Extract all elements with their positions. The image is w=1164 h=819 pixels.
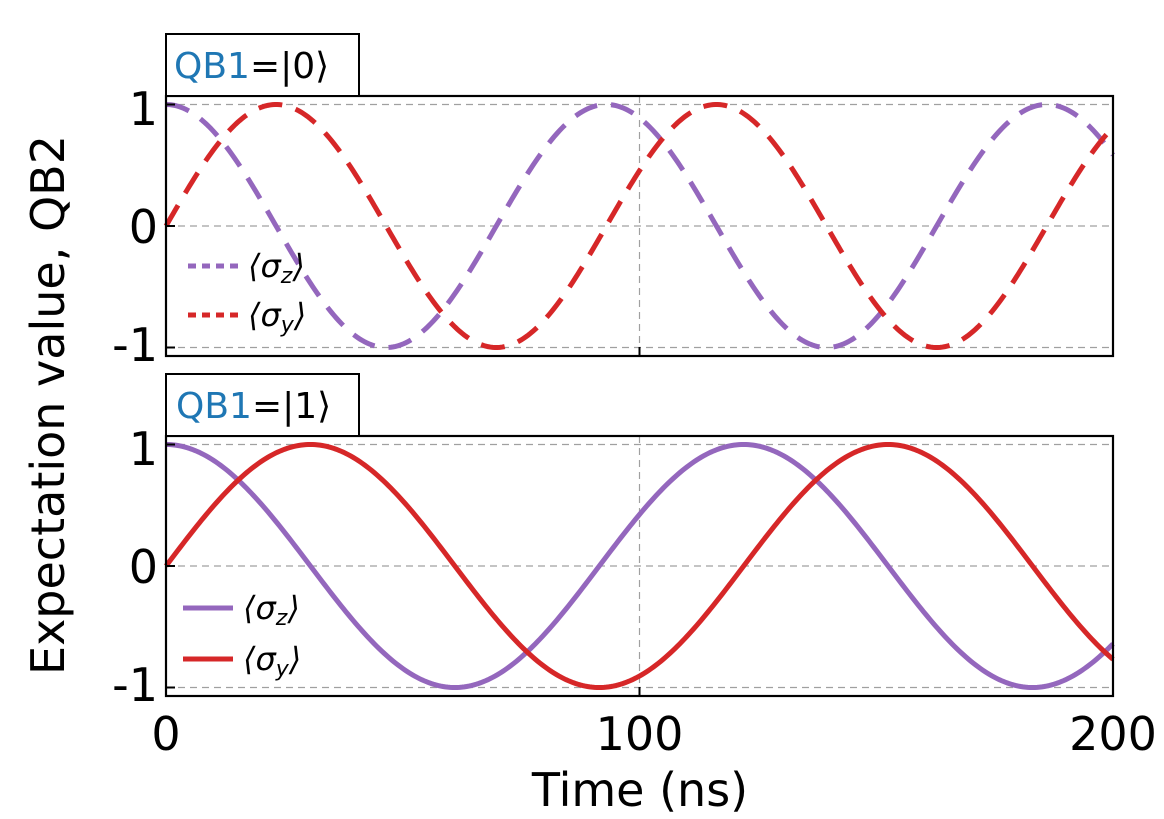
bottom-series [164,441,1115,691]
bottom-state-tag: QB1=|1⟩ [165,373,360,437]
top-ytick-label: -1 [112,318,158,372]
bottom-tag-state: =|1⟩ [252,386,331,427]
bottom-series-sigma-z [165,441,1115,691]
top-legend: ⟨σz⟩ ⟨σy⟩ [188,247,306,338]
svg-text:QB1=|0⟩: QB1=|0⟩ [174,46,329,87]
xtick-label: 100 [596,707,684,761]
top-legend-label-sigma-y: ⟨σy⟩ [248,296,306,338]
bottom-series-sigma-y [164,441,1115,691]
top-ytick-label: 0 [129,200,158,254]
top-series-sigma-y [163,102,1115,350]
top-grid [166,96,1113,356]
top-panel: 1 0 -1 QB1=|0⟩ ⟨σz⟩ ⟨σy⟩ [112,33,1116,372]
top-ytick-label: 1 [129,82,158,136]
top-legend-label-sigma-z: ⟨σz⟩ [248,247,305,289]
bottom-tag-qb: QB1 [176,386,252,427]
top-state-tag: QB1=|0⟩ [165,33,360,97]
svg-text:QB1=|1⟩: QB1=|1⟩ [176,386,331,427]
bottom-ticks [165,443,1114,696]
top-ticks [165,103,1114,356]
bottom-panel: 1 0 -1 0 100 200 QB1=|1⟩ ⟨σz⟩ ⟨σy⟩ [112,373,1157,761]
top-series [163,101,1116,351]
bottom-legend-label-sigma-y: ⟨σy⟩ [243,640,301,682]
bottom-ytick-label: -1 [112,658,158,712]
bottom-legend-label-sigma-z: ⟨σz⟩ [243,589,300,631]
top-series-sigma-z [165,101,1116,351]
y-axis-label: Expectation value, QB2 [21,135,75,675]
bottom-legend: ⟨σz⟩ ⟨σy⟩ [183,589,301,682]
bottom-ytick-label: 0 [129,540,158,594]
bottom-ytick-label: 1 [129,422,158,476]
top-tag-qb: QB1 [174,46,250,87]
x-axis-label: Time (ns) [531,763,748,817]
xtick-label: 200 [1069,707,1157,761]
xtick-label: 0 [151,707,180,761]
top-tag-state: =|0⟩ [250,46,329,87]
